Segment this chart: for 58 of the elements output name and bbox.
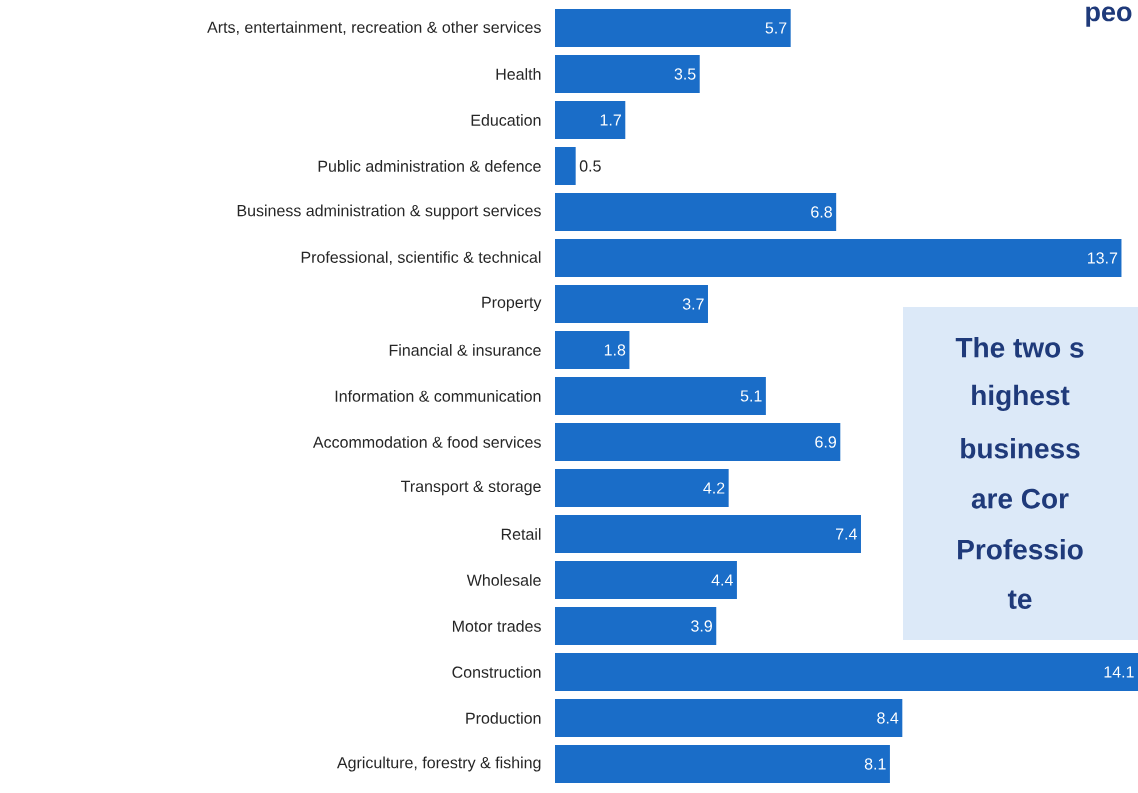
annotation: Professio (958, 538, 1083, 560)
bar (555, 238, 1122, 277)
y-tick-label: Wholesale (466, 574, 541, 586)
bar (555, 745, 890, 783)
data-label: 4.4 (711, 574, 733, 586)
data-label: 3.7 (682, 298, 704, 310)
chart-title: peo (1086, 6, 1132, 27)
bar (555, 377, 766, 415)
bar (555, 561, 737, 599)
bar (555, 607, 717, 645)
y-tick-label: Arts, entertainment, recreation & other services (207, 21, 541, 35)
data-label: 1.8 (604, 344, 626, 356)
y-tick-label: Production (466, 712, 541, 724)
data-label: 8.1 (864, 758, 886, 770)
bar (555, 54, 700, 93)
data-label: 3.9 (691, 620, 712, 632)
data-label: 4.2 (703, 482, 725, 494)
data-label: 13.7 (1088, 252, 1118, 264)
data-label: 8.4 (877, 712, 899, 724)
data-label: 7.4 (836, 528, 857, 540)
y-tick-label: Agriculture, forestry & fishing (336, 756, 541, 772)
bar (555, 146, 576, 185)
data-label: 5.7 (765, 22, 787, 34)
y-tick-label: Retail (501, 528, 541, 540)
y-tick-label: Construction (452, 666, 541, 678)
y-tick-label: Motor trades (452, 620, 541, 632)
annotation: are Cor (971, 488, 1069, 509)
annotation: business (961, 438, 1080, 459)
y-tick-label: Professional, scientific & technical (301, 251, 541, 265)
data-label: 0.5 (579, 160, 601, 172)
bar (555, 699, 903, 737)
data-label: 14.1 (1104, 666, 1134, 678)
bar (555, 284, 708, 323)
bar (555, 423, 841, 461)
annotation: The two s (955, 337, 1084, 358)
bar (555, 100, 626, 139)
bar (555, 653, 1138, 691)
y-tick-label: Business administration & support services (237, 204, 541, 220)
data-label: 1.7 (600, 114, 621, 126)
y-tick-label: Information & communication (335, 390, 541, 402)
bar (555, 515, 861, 553)
y-tick-label: Health (496, 68, 541, 80)
y-tick-label: Financial & insurance (389, 344, 541, 356)
data-label: 6.9 (815, 436, 837, 448)
y-tick-label: Accommodation & food services (312, 436, 541, 448)
y-tick-label: Education (471, 114, 541, 126)
bar (555, 8, 791, 47)
bar (555, 192, 837, 231)
annotation: te (1007, 590, 1032, 609)
y-tick-label: Public administration & defence (318, 160, 541, 172)
data-label: 3.5 (674, 68, 696, 80)
data-label: 6.8 (811, 206, 832, 218)
bar (555, 469, 729, 507)
data-label: 5.1 (740, 390, 762, 402)
bar (555, 330, 630, 369)
annotation: highest (972, 384, 1070, 411)
y-tick-label: Transport & storage (401, 480, 541, 496)
y-tick-label: Property (482, 296, 542, 312)
